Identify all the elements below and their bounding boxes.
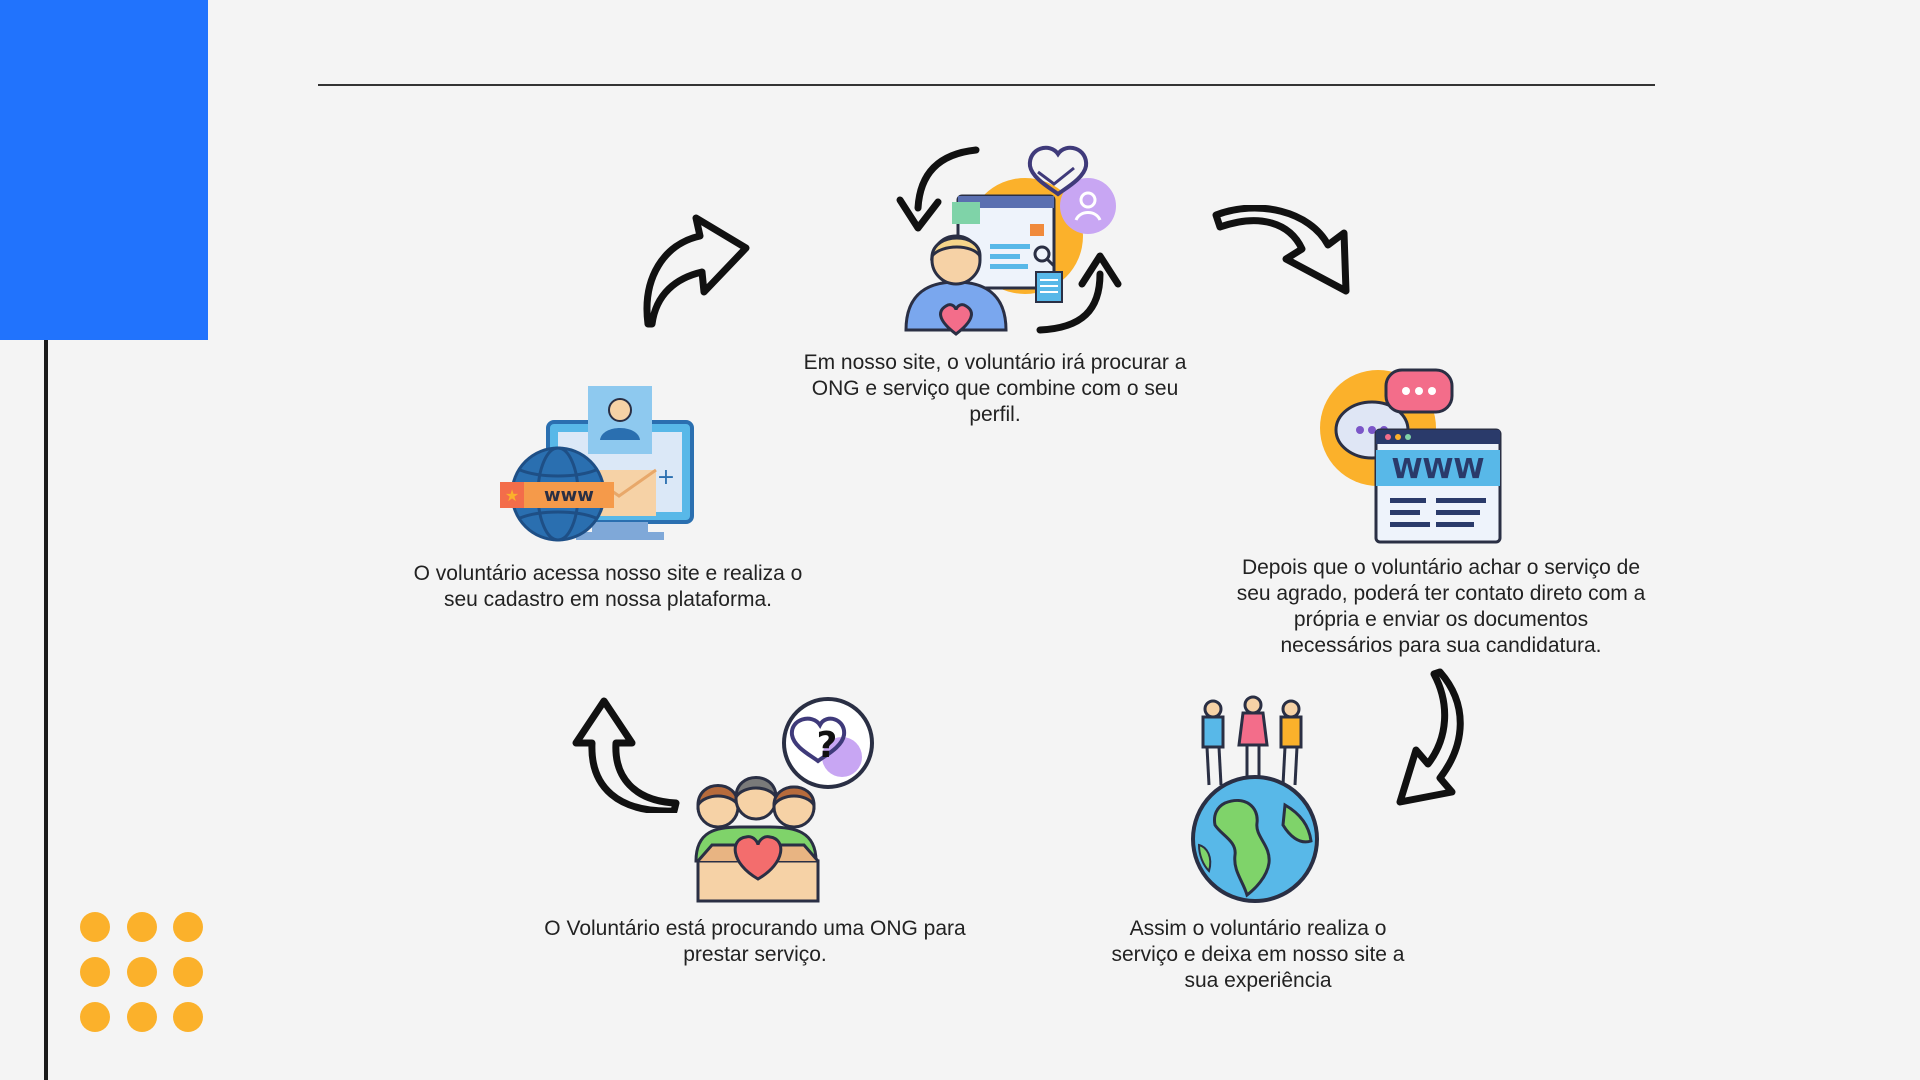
arrow-left-up-icon xyxy=(643,214,750,328)
dot xyxy=(80,957,110,987)
www-banner-label: www xyxy=(544,485,594,506)
svg-text:+: + xyxy=(657,465,675,490)
dot xyxy=(173,912,203,942)
dot xyxy=(127,912,157,942)
www-label: WWW xyxy=(1392,452,1485,485)
dot xyxy=(173,957,203,987)
chat-website-icon: WWW xyxy=(1320,368,1502,544)
volunteer-browsing-icon xyxy=(896,145,1122,336)
top-horizontal-rule xyxy=(318,84,1655,86)
dot xyxy=(80,912,110,942)
blue-corner-block xyxy=(0,0,208,340)
step-experience-caption: Assim o voluntário realiza o serviço e d… xyxy=(1111,917,1405,992)
left-vertical-line xyxy=(44,340,48,1080)
www-registration-icon: + ★ www xyxy=(500,386,694,542)
step-search-caption: Em nosso site, o voluntário irá procurar… xyxy=(803,351,1187,426)
people-on-globe-icon xyxy=(1191,695,1319,903)
group-with-heart-box-icon: ? xyxy=(694,697,874,903)
step-contact-caption: Depois que o voluntário achar o serviço … xyxy=(1236,556,1646,657)
arrow-top-right-icon xyxy=(1212,205,1350,295)
dot xyxy=(127,957,157,987)
dot xyxy=(80,1002,110,1032)
step-signup-caption: O voluntário acessa nosso site e realiza… xyxy=(413,562,803,611)
yellow-dot-grid xyxy=(80,912,210,1042)
arrow-right-down-icon xyxy=(1396,668,1464,806)
question-mark: ? xyxy=(817,725,838,766)
step-looking-caption: O Voluntário está procurando uma ONG par… xyxy=(544,917,966,966)
svg-text:★: ★ xyxy=(505,486,519,505)
dot xyxy=(127,1002,157,1032)
arrow-bottom-left-icon xyxy=(572,697,680,813)
dot xyxy=(173,1002,203,1032)
